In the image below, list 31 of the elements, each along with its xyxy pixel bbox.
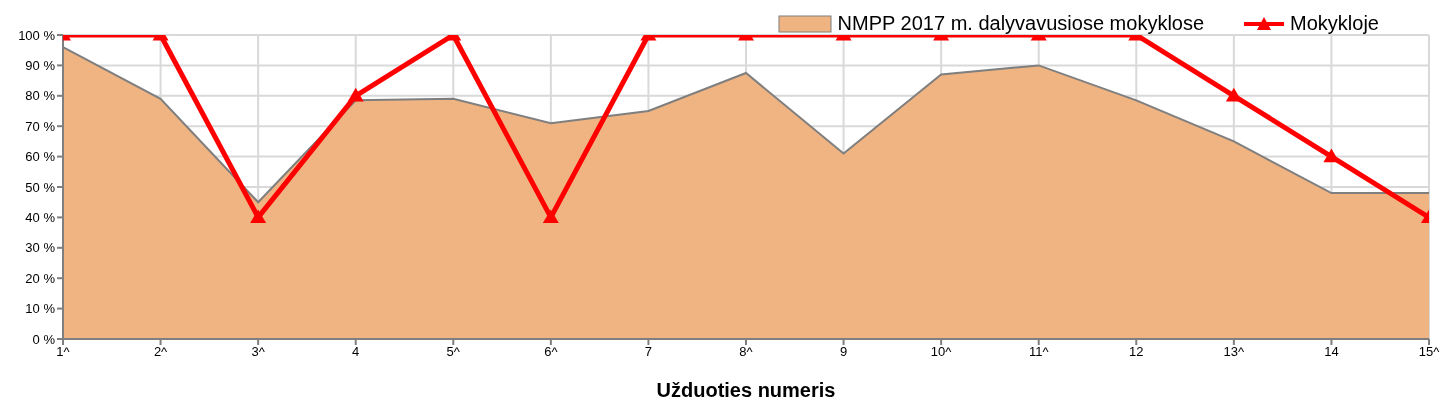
x-tick-label: 14	[1324, 344, 1339, 360]
y-tick-label: 60 %	[25, 149, 56, 165]
y-tick-label: 80 %	[25, 88, 56, 104]
x-tick-label: 10^	[930, 344, 953, 360]
legend-label: NMPP 2017 m. dalyvavusiose mokyklose	[837, 12, 1205, 35]
x-tick-label: 1^	[56, 344, 71, 360]
y-tick-label: 70 %	[25, 118, 56, 134]
x-tick-label: 5^	[446, 344, 461, 360]
x-tick-label: 13^	[1223, 344, 1246, 360]
x-tick-label: 2^	[153, 344, 169, 360]
x-tick-label: 12	[1129, 344, 1144, 360]
x-tick-label: 4	[352, 344, 360, 360]
point	[250, 209, 267, 223]
legend-label: Mokykloje	[1290, 12, 1379, 35]
x-tick-label: 6^	[544, 344, 559, 360]
y-tick-label: 90 %	[25, 58, 56, 74]
y-tick-label: 40 %	[25, 210, 56, 226]
x-tick-label: 15^	[1418, 344, 1441, 360]
y-tick-label: 30 %	[25, 240, 56, 256]
x-axis-title: Užduoties numeris	[656, 379, 836, 401]
y-tick-label: 0 %	[32, 331, 56, 347]
x-tick-label: 11^	[1028, 344, 1050, 360]
x-tick-label: 8^	[739, 344, 754, 360]
x-tick-label: 9	[839, 344, 848, 360]
y-tick-label: 100 %	[18, 27, 56, 43]
x-tick-label: 3^	[251, 344, 266, 360]
point	[542, 209, 559, 223]
y-tick-label: 50 %	[25, 179, 56, 195]
y-tick-label: 20 %	[25, 270, 56, 286]
y-tick-label: 10 %	[25, 301, 56, 317]
x-tick-label: 7	[644, 344, 653, 360]
